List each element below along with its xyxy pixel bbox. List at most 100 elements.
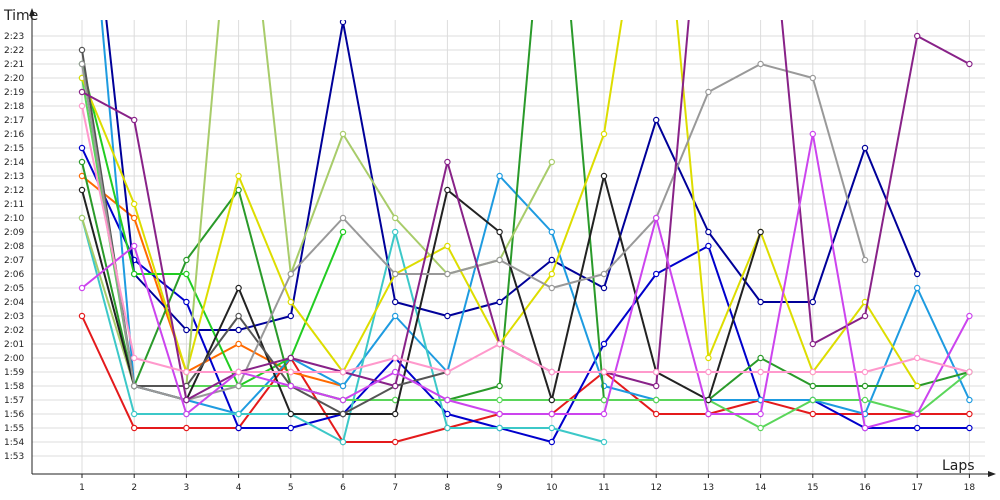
data-point bbox=[392, 354, 399, 362]
data-point bbox=[861, 396, 869, 404]
data-point bbox=[287, 270, 294, 278]
data-point bbox=[914, 270, 921, 278]
y-tick-label: 2:21 bbox=[4, 60, 24, 70]
series-line bbox=[81, 175, 762, 415]
data-point bbox=[235, 284, 242, 292]
data-point bbox=[861, 144, 869, 152]
data-point bbox=[705, 88, 712, 96]
data-point bbox=[235, 312, 242, 320]
series-16 bbox=[78, 130, 973, 432]
y-tick-label: 2:04 bbox=[4, 298, 24, 308]
data-point bbox=[339, 20, 347, 26]
y-tick-label: 2:06 bbox=[4, 270, 24, 280]
data-point bbox=[392, 410, 399, 418]
data-point bbox=[966, 60, 973, 68]
data-point bbox=[861, 256, 869, 264]
data-point bbox=[705, 410, 712, 418]
data-point bbox=[287, 368, 294, 376]
data-point bbox=[78, 284, 86, 292]
data-point bbox=[548, 228, 556, 236]
data-point bbox=[444, 312, 451, 320]
data-point bbox=[235, 368, 242, 376]
data-point bbox=[705, 242, 712, 250]
data-point bbox=[757, 368, 764, 376]
data-point bbox=[914, 382, 921, 390]
data-point bbox=[339, 410, 347, 418]
data-point bbox=[653, 116, 660, 124]
data-point bbox=[809, 396, 817, 404]
data-point bbox=[861, 424, 869, 432]
y-tick-label: 1:54 bbox=[4, 438, 24, 448]
data-point bbox=[966, 312, 973, 320]
series-4 bbox=[105, 20, 921, 334]
y-tick-label: 1:56 bbox=[4, 410, 24, 420]
data-point bbox=[757, 228, 764, 236]
y-tick-label: 2:02 bbox=[4, 326, 24, 336]
data-point bbox=[496, 396, 503, 404]
data-point bbox=[861, 368, 869, 376]
data-point bbox=[653, 410, 660, 418]
series-group bbox=[78, 20, 973, 446]
data-point bbox=[757, 60, 764, 68]
series-line bbox=[81, 77, 971, 429]
data-point bbox=[966, 396, 973, 404]
data-point bbox=[914, 424, 921, 432]
data-point bbox=[600, 172, 608, 180]
series-line bbox=[81, 20, 970, 401]
data-point bbox=[444, 424, 451, 432]
data-point bbox=[914, 32, 921, 40]
y-tick-label: 2:13 bbox=[4, 172, 24, 182]
series-line bbox=[100, 20, 971, 415]
data-point bbox=[235, 186, 242, 194]
data-point bbox=[757, 424, 764, 432]
data-point bbox=[392, 382, 399, 390]
data-point bbox=[183, 396, 190, 404]
x-tick-label: 18 bbox=[964, 483, 976, 493]
y-tick-label: 2:12 bbox=[4, 186, 24, 196]
series-line bbox=[81, 133, 971, 429]
data-point bbox=[600, 410, 608, 418]
data-point bbox=[78, 60, 86, 68]
x-tick-label: 4 bbox=[236, 483, 242, 493]
data-point bbox=[809, 368, 817, 376]
data-point bbox=[130, 242, 138, 250]
data-point bbox=[548, 396, 556, 404]
x-tick-label: 7 bbox=[392, 483, 398, 493]
y-tick-label: 2:10 bbox=[4, 214, 24, 224]
data-point bbox=[600, 438, 608, 446]
x-tick-label: 2 bbox=[131, 483, 137, 493]
data-point bbox=[548, 284, 556, 292]
data-point bbox=[809, 382, 817, 390]
data-point bbox=[392, 438, 399, 446]
data-point bbox=[235, 326, 242, 334]
data-point bbox=[653, 368, 660, 376]
data-point bbox=[653, 382, 660, 390]
data-point bbox=[287, 298, 294, 306]
series-line bbox=[81, 105, 970, 373]
y-tick-label: 2:08 bbox=[4, 242, 24, 252]
data-point bbox=[339, 130, 347, 138]
data-point bbox=[78, 158, 86, 166]
series-line bbox=[81, 63, 344, 387]
data-point bbox=[705, 368, 712, 376]
data-point bbox=[496, 340, 503, 348]
data-point bbox=[287, 410, 294, 418]
data-point bbox=[339, 228, 347, 236]
data-point bbox=[548, 256, 556, 264]
data-point bbox=[130, 382, 138, 390]
y-tick-label: 2:05 bbox=[4, 284, 24, 294]
data-point bbox=[287, 382, 294, 390]
y-tick-label: 2:00 bbox=[4, 354, 24, 364]
series-17 bbox=[78, 102, 973, 376]
grid bbox=[32, 20, 985, 474]
data-point bbox=[130, 354, 138, 362]
x-tick-label: 8 bbox=[445, 483, 451, 493]
x-tick-label: 11 bbox=[598, 483, 609, 493]
data-point bbox=[183, 270, 190, 278]
data-point bbox=[914, 410, 921, 418]
series-line bbox=[81, 49, 448, 415]
y-tick-label: 2:17 bbox=[4, 116, 24, 126]
data-point bbox=[235, 172, 242, 180]
y-tick-label: 1:55 bbox=[4, 424, 24, 434]
data-point bbox=[287, 354, 294, 362]
